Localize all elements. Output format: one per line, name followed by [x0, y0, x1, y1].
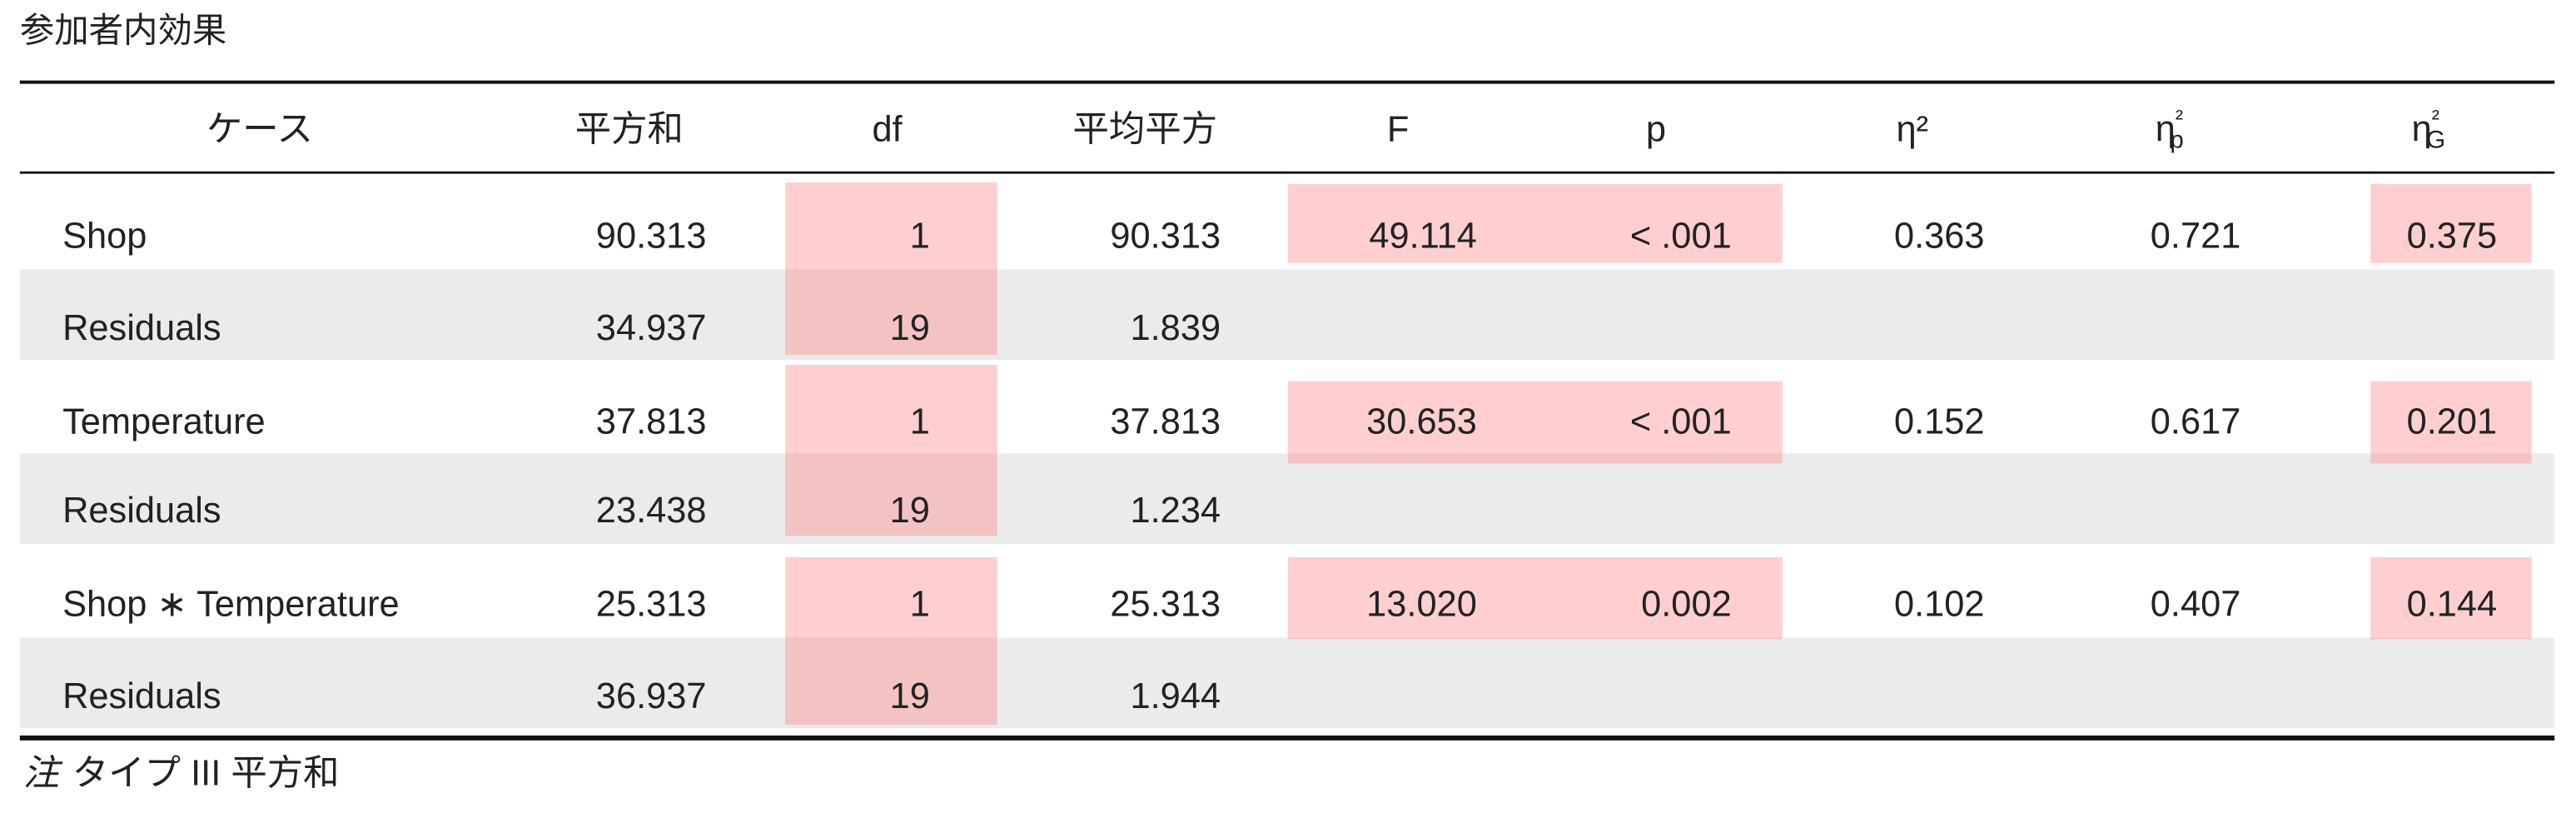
note-label: 注 — [23, 754, 63, 794]
cell-value: 19 — [890, 676, 930, 716]
row-label: Temperature — [62, 402, 266, 442]
cell-value: 0.152 — [1894, 402, 1985, 442]
column-header: p — [1646, 109, 1666, 149]
cell-value: 0.407 — [2151, 585, 2241, 625]
row-label: Residuals — [62, 491, 221, 531]
row-label: Residuals — [62, 676, 221, 716]
column-header: η² G — [2412, 105, 2446, 153]
header-symbol: η — [2412, 109, 2432, 149]
cell-value: 0.002 — [1641, 585, 1732, 625]
highlight — [785, 182, 997, 356]
header-superscript: ² — [2176, 105, 2183, 131]
cell-value: 19 — [890, 491, 930, 531]
row-label: Shop ∗ Temperature — [62, 585, 400, 625]
column-header: ケース — [206, 109, 313, 149]
highlight — [785, 365, 997, 536]
cell-value: 90.313 — [1110, 217, 1221, 257]
cell-value: 37.813 — [1110, 402, 1221, 442]
cell-value: 0.363 — [1894, 217, 1985, 257]
cell-value: 1 — [910, 402, 930, 442]
table-title: 参加者内効果 — [20, 10, 227, 49]
cell-value: 23.438 — [596, 491, 707, 531]
cell-value: 1.839 — [1131, 308, 1221, 348]
cell-value: 13.020 — [1366, 585, 1477, 625]
cell-value: 49.114 — [1369, 217, 1477, 257]
row-shade — [19, 453, 2555, 545]
cell-value: 34.937 — [596, 308, 707, 348]
cell-value: 19 — [890, 308, 930, 348]
highlight — [2370, 381, 2532, 464]
cell-value: 0.144 — [2407, 585, 2498, 625]
cell-value: < .001 — [1630, 217, 1732, 257]
cell-value: 30.653 — [1366, 402, 1477, 442]
table-note: 注タイプ III 平方和 — [23, 754, 340, 794]
cell-value: < .001 — [1630, 402, 1732, 442]
cell-value: 37.813 — [596, 402, 707, 442]
header-subscript: G — [2426, 126, 2445, 153]
highlight — [2370, 556, 2532, 640]
row-shade — [19, 637, 2555, 729]
header-superscript: ² — [2432, 105, 2439, 131]
cell-value: 0.617 — [2151, 402, 2241, 442]
column-header: 平方和 — [575, 109, 684, 149]
header-subscript: p — [2170, 126, 2183, 153]
highlight — [785, 556, 997, 726]
cell-value: 0.102 — [1894, 585, 1985, 625]
column-header: 平均平方 — [1073, 109, 1218, 149]
highlight — [1288, 183, 1783, 263]
cell-value: 1.944 — [1131, 676, 1221, 716]
cell-value: 0.375 — [2407, 217, 2498, 257]
highlight — [2370, 183, 2532, 263]
highlight — [1288, 381, 1783, 464]
cell-value: 25.313 — [1110, 585, 1221, 625]
highlight — [1288, 556, 1783, 640]
note-text: タイプ III 平方和 — [72, 754, 340, 794]
row-label: Residuals — [62, 308, 221, 348]
cell-value: 90.313 — [596, 217, 707, 257]
cell-value: 1.234 — [1131, 491, 1221, 531]
column-header: η² — [1896, 109, 1928, 149]
cell-value: 0.721 — [2151, 217, 2241, 257]
cell-value: 25.313 — [596, 585, 707, 625]
cell-value: 0.201 — [2407, 402, 2498, 442]
column-header: η² p — [2156, 105, 2184, 153]
cell-value: 1 — [910, 217, 930, 257]
cell-value: 36.937 — [596, 676, 707, 716]
row-shade — [19, 269, 2555, 361]
row-label: Shop — [62, 217, 147, 257]
column-header: F — [1387, 109, 1410, 149]
column-header: df — [872, 109, 903, 149]
header-symbol: η — [2156, 109, 2176, 149]
cell-value: 1 — [910, 585, 930, 625]
